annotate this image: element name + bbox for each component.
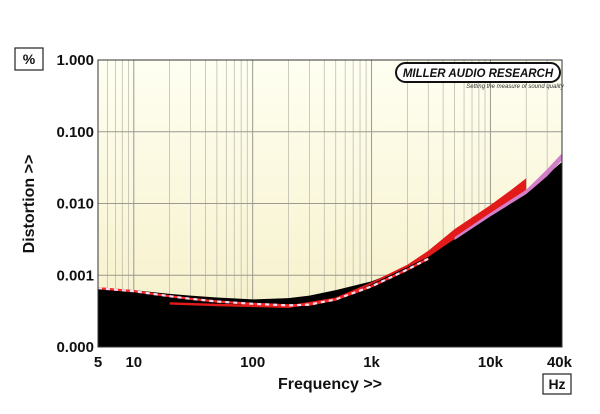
y-tick-label: 0.100: [56, 124, 94, 141]
y-unit-box: %: [14, 47, 44, 71]
x-unit-box: Hz: [542, 373, 572, 395]
logo-tagline: Setting the measure of sound quality: [466, 84, 564, 90]
y-tick-labels: 0.000 0.001 0.010 0.100 1.000: [56, 52, 94, 356]
y-axis-title: Distortion >>: [21, 155, 38, 254]
pink-distortion-band: [454, 153, 562, 240]
y-tick-label: 0.001: [56, 267, 94, 284]
x-tick-label: 100: [240, 354, 265, 371]
plot-border: [97, 59, 563, 348]
y-tick-label: 1.000: [56, 52, 94, 69]
pink-dashed-line: [98, 257, 429, 307]
logo-text: MILLER AUDIO RESEARCH: [403, 68, 554, 80]
y-tick-label: 0.000: [56, 339, 94, 356]
x-axis-title: Frequency >>: [278, 376, 382, 393]
x-tick-label: 40k: [547, 354, 573, 371]
x-tick-labels: 5 10 100 1k 10k 40k: [94, 354, 573, 371]
data-layer: [98, 153, 562, 347]
y-unit-label: %: [23, 51, 36, 67]
x-tick-label: 10: [125, 354, 142, 371]
x-tick-label: 5: [94, 354, 102, 371]
miller-audio-research-logo: MILLER AUDIO RESEARCH Setting the measur…: [395, 62, 565, 90]
x-tick-label: 10k: [478, 354, 504, 371]
y-tick-label: 0.010: [56, 196, 94, 213]
x-tick-label: 1k: [363, 354, 380, 371]
x-unit-label: Hz: [548, 376, 565, 392]
